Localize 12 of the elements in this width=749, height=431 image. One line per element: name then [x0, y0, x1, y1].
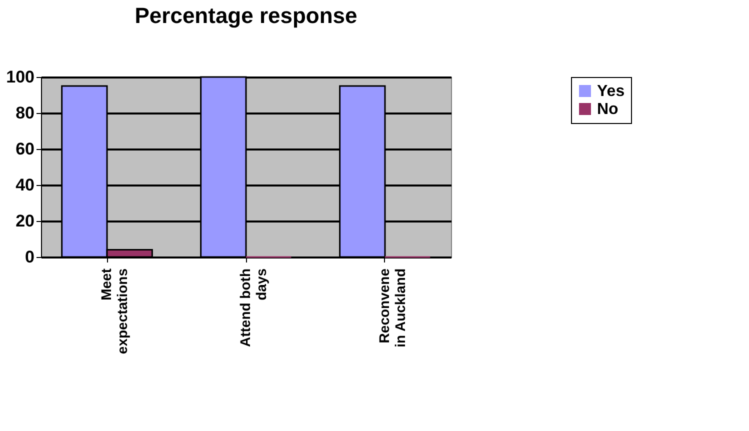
x-tick-label: Meet expectations	[98, 268, 130, 354]
y-tick-label: 60	[16, 140, 34, 158]
y-tick-label: 20	[16, 212, 34, 230]
y-tick-label: 80	[16, 104, 34, 122]
x-tick-label: Reconvene in Auckland	[376, 268, 408, 348]
y-tick-label: 100	[6, 68, 34, 86]
y-tick-label: 0	[25, 248, 34, 266]
y-tick-label: 40	[16, 176, 34, 194]
legend-label: No	[597, 101, 619, 118]
chart-title: Percentage response	[134, 3, 358, 28]
legend-label: Yes	[597, 83, 625, 100]
x-tick-label: Attend both days	[237, 268, 269, 348]
